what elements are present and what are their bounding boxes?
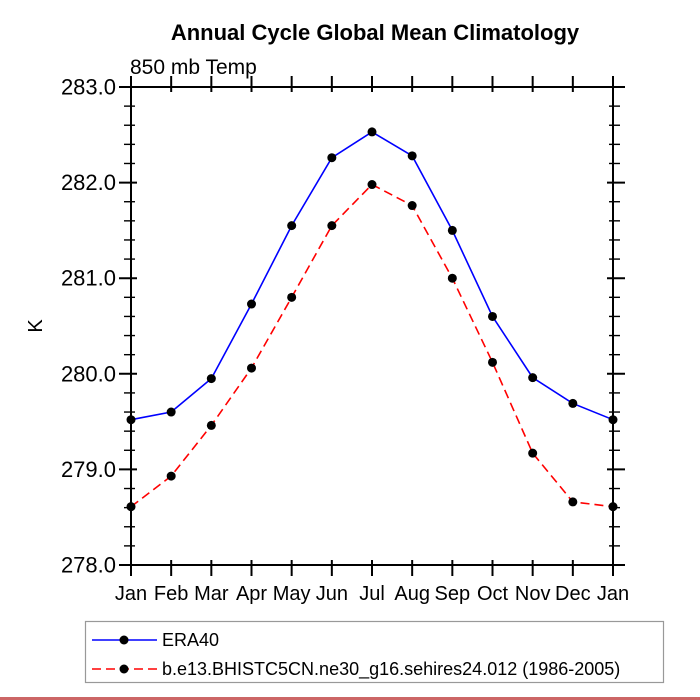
data-point xyxy=(447,273,457,283)
data-point xyxy=(608,502,618,512)
data-point xyxy=(166,471,176,481)
data-point xyxy=(166,407,176,417)
legend: ERA40 b.e13.BHISTC5CN.ne30_g16.sehires24.… xyxy=(84,620,665,684)
x-tick-label: Feb xyxy=(154,583,188,605)
data-point xyxy=(327,221,337,231)
data-point xyxy=(247,299,256,309)
y-tick-label: 279.0 xyxy=(61,457,116,482)
data-point xyxy=(568,497,578,507)
x-tick-label: Jan xyxy=(597,583,629,605)
data-point xyxy=(367,180,377,190)
y-tick-label: 281.0 xyxy=(61,266,116,291)
data-point xyxy=(528,448,538,458)
data-point xyxy=(287,292,297,302)
x-tick-label: Nov xyxy=(515,583,551,605)
data-point xyxy=(367,127,377,137)
data-point xyxy=(206,420,216,430)
data-point xyxy=(206,374,216,384)
x-tick-label: Sep xyxy=(435,583,471,605)
bottom-divider xyxy=(0,697,700,700)
x-tick-label: Jul xyxy=(359,583,385,605)
data-point xyxy=(488,311,497,321)
x-tick-label: Mar xyxy=(194,583,229,605)
data-point xyxy=(447,225,457,235)
y-tick-label: 283.0 xyxy=(61,75,116,100)
legend-item: b.e13.BHISTC5CN.ne30_g16.sehires24.012 (… xyxy=(92,659,620,680)
data-point xyxy=(407,151,417,161)
legend-item: ERA40 xyxy=(92,630,219,650)
x-tick-label: Jun xyxy=(316,583,348,605)
y-tick-label: 280.0 xyxy=(61,361,116,386)
data-point xyxy=(126,502,136,512)
data-point xyxy=(126,415,136,425)
legend-label: b.e13.BHISTC5CN.ne30_g16.sehires24.012 (… xyxy=(162,659,620,680)
legend-box xyxy=(84,620,665,684)
data-point xyxy=(327,153,337,163)
data-point xyxy=(247,363,256,373)
series-line-model xyxy=(130,183,614,508)
y-tick-label: 282.0 xyxy=(61,170,116,195)
data-point xyxy=(568,398,578,408)
data-point xyxy=(608,415,618,425)
data-point xyxy=(407,201,417,211)
legend-marker xyxy=(119,635,129,645)
data-point xyxy=(528,373,538,383)
x-tick-label: Dec xyxy=(555,583,591,605)
x-tick-label: May xyxy=(273,583,311,605)
legend-marker xyxy=(119,664,129,674)
plot-area: 278.0 279.0 280.0 281.0 282.0 283.0 Jan Feb Mar A… xyxy=(61,75,629,606)
data-series xyxy=(126,127,618,512)
data-point xyxy=(287,221,297,231)
x-tick-label: Apr xyxy=(236,583,267,605)
x-tick-label: Oct xyxy=(477,583,509,605)
legend-label: ERA40 xyxy=(162,630,219,650)
series-line-era40 xyxy=(130,130,614,421)
y-tick-label: 278.0 xyxy=(61,553,116,578)
data-point xyxy=(488,357,497,367)
y-axis-label: K xyxy=(25,319,47,333)
plot-frame xyxy=(130,86,614,566)
x-tick-label: Jan xyxy=(115,583,147,605)
chart-subtitle: 850 mb Temp xyxy=(130,56,257,79)
x-tick-label: Aug xyxy=(394,583,430,605)
chart-title: Annual Cycle Global Mean Climatology xyxy=(171,20,580,45)
